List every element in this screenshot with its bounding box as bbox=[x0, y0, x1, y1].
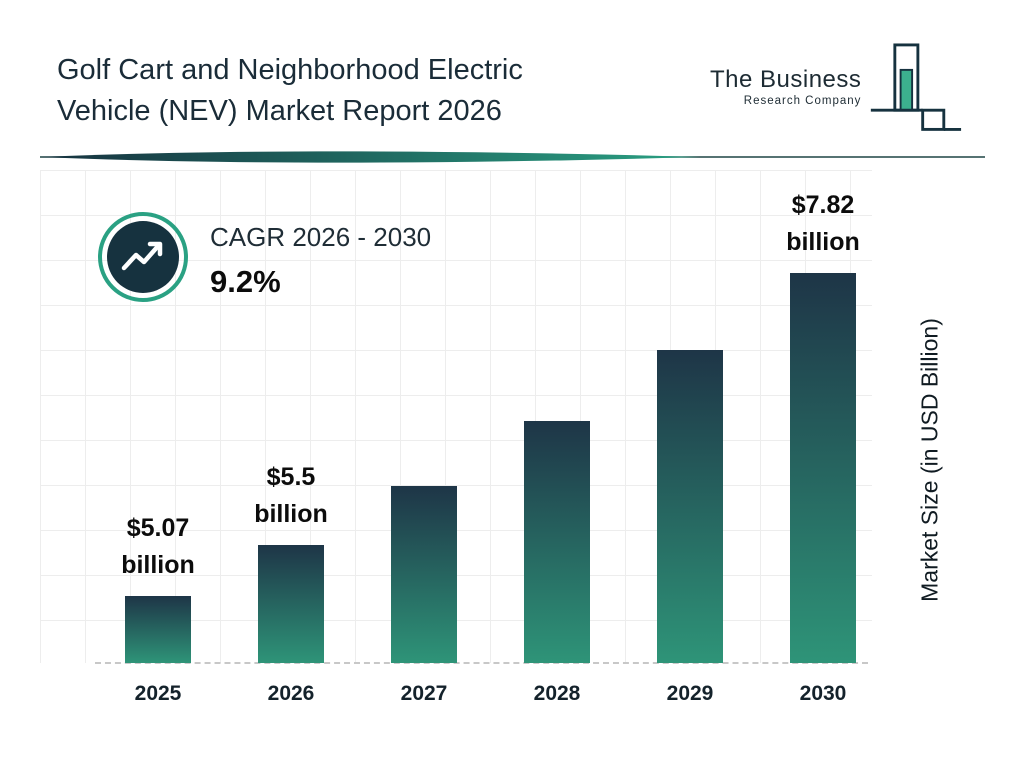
bar-column-2027 bbox=[349, 486, 499, 663]
bar-value-amount: $7.82 bbox=[791, 191, 855, 219]
bar-2030 bbox=[790, 273, 856, 663]
bar-value-label: $7.82 billion bbox=[786, 187, 860, 261]
company-subname: Research Company bbox=[743, 95, 862, 107]
company-name: The Business bbox=[710, 66, 862, 93]
bar-chart-logo-icon bbox=[867, 43, 963, 144]
bar-2027 bbox=[391, 486, 457, 663]
x-tick-2028: 2028 bbox=[533, 682, 581, 705]
page-title-line1: Golf Cart and Neighborhood Electric bbox=[57, 54, 523, 86]
x-tick-2027: 2027 bbox=[400, 682, 448, 705]
bar-value-amount: $5.5 bbox=[266, 463, 316, 491]
chart-baseline bbox=[95, 662, 868, 664]
bar-column-2026: $5.5 billion bbox=[216, 459, 366, 663]
bar-value-unit: billion bbox=[786, 228, 860, 256]
bar-column-2029 bbox=[615, 350, 765, 663]
bar-value-label: $5.5 billion bbox=[254, 459, 328, 533]
bar-2029 bbox=[657, 350, 723, 663]
page-title-line2: Vehicle (NEV) Market Report 2026 bbox=[57, 95, 502, 127]
cagr-value: 9.2% bbox=[210, 264, 281, 299]
bar-column-2028 bbox=[482, 421, 632, 663]
bar-2025 bbox=[125, 596, 191, 663]
x-tick-2029: 2029 bbox=[666, 682, 714, 705]
x-tick-2030: 2030 bbox=[799, 682, 847, 705]
bar-value-unit: billion bbox=[121, 551, 195, 579]
company-logo-text: The Business Research Company bbox=[710, 66, 861, 107]
y-axis-label: Market Size (in USD Billion) bbox=[916, 318, 943, 602]
bar-column-2030: $7.82 billion bbox=[748, 187, 898, 663]
bar-2028 bbox=[524, 421, 590, 663]
x-tick-2026: 2026 bbox=[267, 682, 315, 705]
trending-up-icon bbox=[97, 211, 189, 303]
x-tick-2025: 2025 bbox=[134, 682, 182, 705]
company-logo: The Business Research Company bbox=[710, 43, 963, 144]
bar-value-unit: billion bbox=[254, 500, 328, 528]
page-title: Golf Cart and Neighborhood Electric Vehi… bbox=[57, 50, 523, 132]
cagr-range-label: CAGR 2026 - 2030 bbox=[210, 222, 432, 252]
title-divider bbox=[0, 146, 1024, 168]
bar-column-2025: $5.07 billion bbox=[83, 510, 233, 663]
bar-2026 bbox=[258, 545, 324, 663]
bar-value-amount: $5.07 bbox=[126, 514, 190, 542]
bar-value-label: $5.07 billion bbox=[121, 510, 195, 584]
